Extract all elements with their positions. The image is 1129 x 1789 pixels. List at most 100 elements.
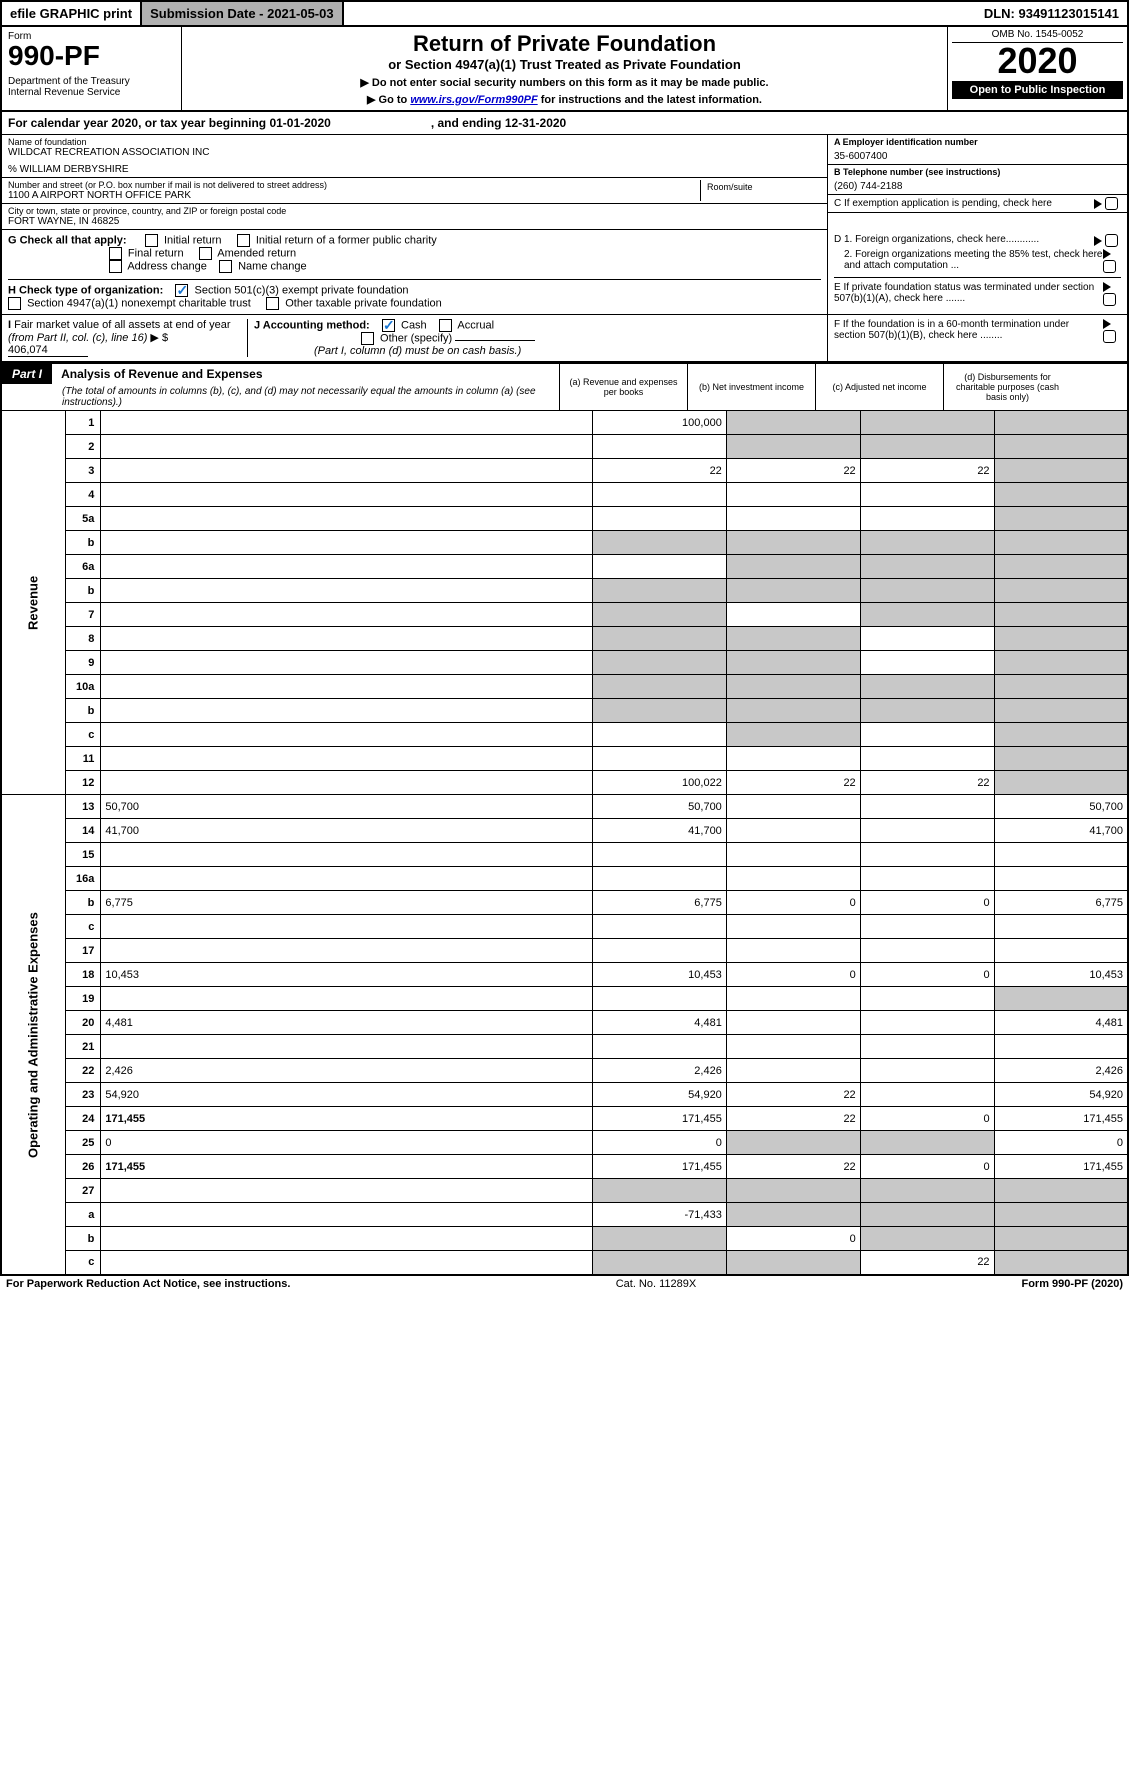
h-label: H Check type of organization: [8,284,163,296]
cell-a [592,867,726,891]
table-row: 2 [1,435,1128,459]
table-row: c22 [1,1251,1128,1275]
cell-b [726,627,860,651]
cell-b [726,411,860,435]
cell-b [726,699,860,723]
cell-d [994,723,1128,747]
cell-a [592,651,726,675]
foundation-name: WILDCAT RECREATION ASSOCIATION INC [8,147,821,158]
cell-c: 22 [860,771,994,795]
address: 1100 A AIRPORT NORTH OFFICE PARK [8,190,700,201]
row-description [101,483,593,507]
form-note2: ▶ Go to www.irs.gov/Form990PF for instru… [188,93,941,106]
d1-label: D 1. Foreign organizations, check here..… [834,234,1121,247]
initial-former-checkbox[interactable] [237,234,250,247]
cell-d: 171,455 [994,1155,1128,1179]
cell-b [726,747,860,771]
efile-label[interactable]: efile GRAPHIC print [2,2,142,25]
amended-return-checkbox[interactable] [199,247,212,260]
d2-checkbox[interactable] [1103,260,1116,273]
form-subtitle: or Section 4947(a)(1) Trust Treated as P… [188,57,941,72]
cell-c: 22 [860,459,994,483]
table-row: b [1,579,1128,603]
d2-label: 2. Foreign organizations meeting the 85%… [834,249,1121,273]
e-checkbox[interactable] [1103,293,1116,306]
table-row: 27 [1,1179,1128,1203]
table-row: 9 [1,651,1128,675]
row-description [101,699,593,723]
cell-b [726,1059,860,1083]
cell-a [592,435,726,459]
dln-label: DLN: 93491123015141 [976,2,1127,25]
row-number: 6a [65,555,101,579]
cell-a: 171,455 [592,1107,726,1131]
row-number: 1 [65,411,101,435]
table-row: 3222222 [1,459,1128,483]
cell-d [994,915,1128,939]
cell-b [726,1011,860,1035]
cell-d [994,555,1128,579]
info-grid: Name of foundation WILDCAT RECREATION AS… [0,135,1129,230]
col-c-header: (c) Adjusted net income [815,364,943,410]
cell-d [994,603,1128,627]
cell-d [994,411,1128,435]
cell-c [860,939,994,963]
row-number: 23 [65,1083,101,1107]
phone-value: (260) 744-2188 [834,181,1121,192]
exemption-checkbox[interactable] [1105,197,1118,210]
address-change-checkbox[interactable] [109,260,122,273]
table-row: Revenue1100,000 [1,411,1128,435]
footer-right: Form 990-PF (2020) [1021,1278,1123,1290]
row-description [101,1203,593,1227]
row-description: 4,481 [101,1011,593,1035]
cell-a [592,1179,726,1203]
row-number: c [65,915,101,939]
cell-c [860,1131,994,1155]
final-return-checkbox[interactable] [109,247,122,260]
cell-c: 22 [860,1251,994,1275]
cell-b [726,1203,860,1227]
cash-checkbox[interactable] [382,319,395,332]
cell-c [860,819,994,843]
other-taxable-checkbox[interactable] [266,297,279,310]
cell-d: 10,453 [994,963,1128,987]
cell-d [994,507,1128,531]
cell-b [726,651,860,675]
4947-checkbox[interactable] [8,297,21,310]
table-row: 1441,70041,70041,700 [1,819,1128,843]
accrual-checkbox[interactable] [439,319,452,332]
table-row: 222,4262,4262,426 [1,1059,1128,1083]
cell-c [860,579,994,603]
f-checkbox[interactable] [1103,330,1116,343]
cell-c [860,987,994,1011]
table-row: 11 [1,747,1128,771]
other-method-checkbox[interactable] [361,332,374,345]
table-row: 2354,92054,9202254,920 [1,1083,1128,1107]
501c3-checkbox[interactable] [175,284,188,297]
row-description: 171,455 [101,1107,593,1131]
cell-b: 22 [726,1107,860,1131]
row-number: 26 [65,1155,101,1179]
table-row: 5a [1,507,1128,531]
table-row: 10a [1,675,1128,699]
cell-d [994,579,1128,603]
d1-checkbox[interactable] [1105,234,1118,247]
cell-b [726,675,860,699]
row-description [101,459,593,483]
cell-d: 2,426 [994,1059,1128,1083]
row-description [101,939,593,963]
initial-return-checkbox[interactable] [145,234,158,247]
row-description [101,1227,593,1251]
table-row: 7 [1,603,1128,627]
row-description [101,627,593,651]
cell-a [592,747,726,771]
name-change-checkbox[interactable] [219,260,232,273]
cell-c [860,1059,994,1083]
cell-b [726,603,860,627]
row-description [101,771,593,795]
cell-a [592,987,726,1011]
row-description: 41,700 [101,819,593,843]
row-number: 22 [65,1059,101,1083]
instructions-link[interactable]: www.irs.gov/Form990PF [410,94,537,106]
row-description [101,915,593,939]
